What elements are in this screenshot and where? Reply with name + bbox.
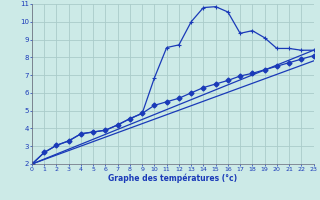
X-axis label: Graphe des températures (°c): Graphe des températures (°c) [108, 173, 237, 183]
